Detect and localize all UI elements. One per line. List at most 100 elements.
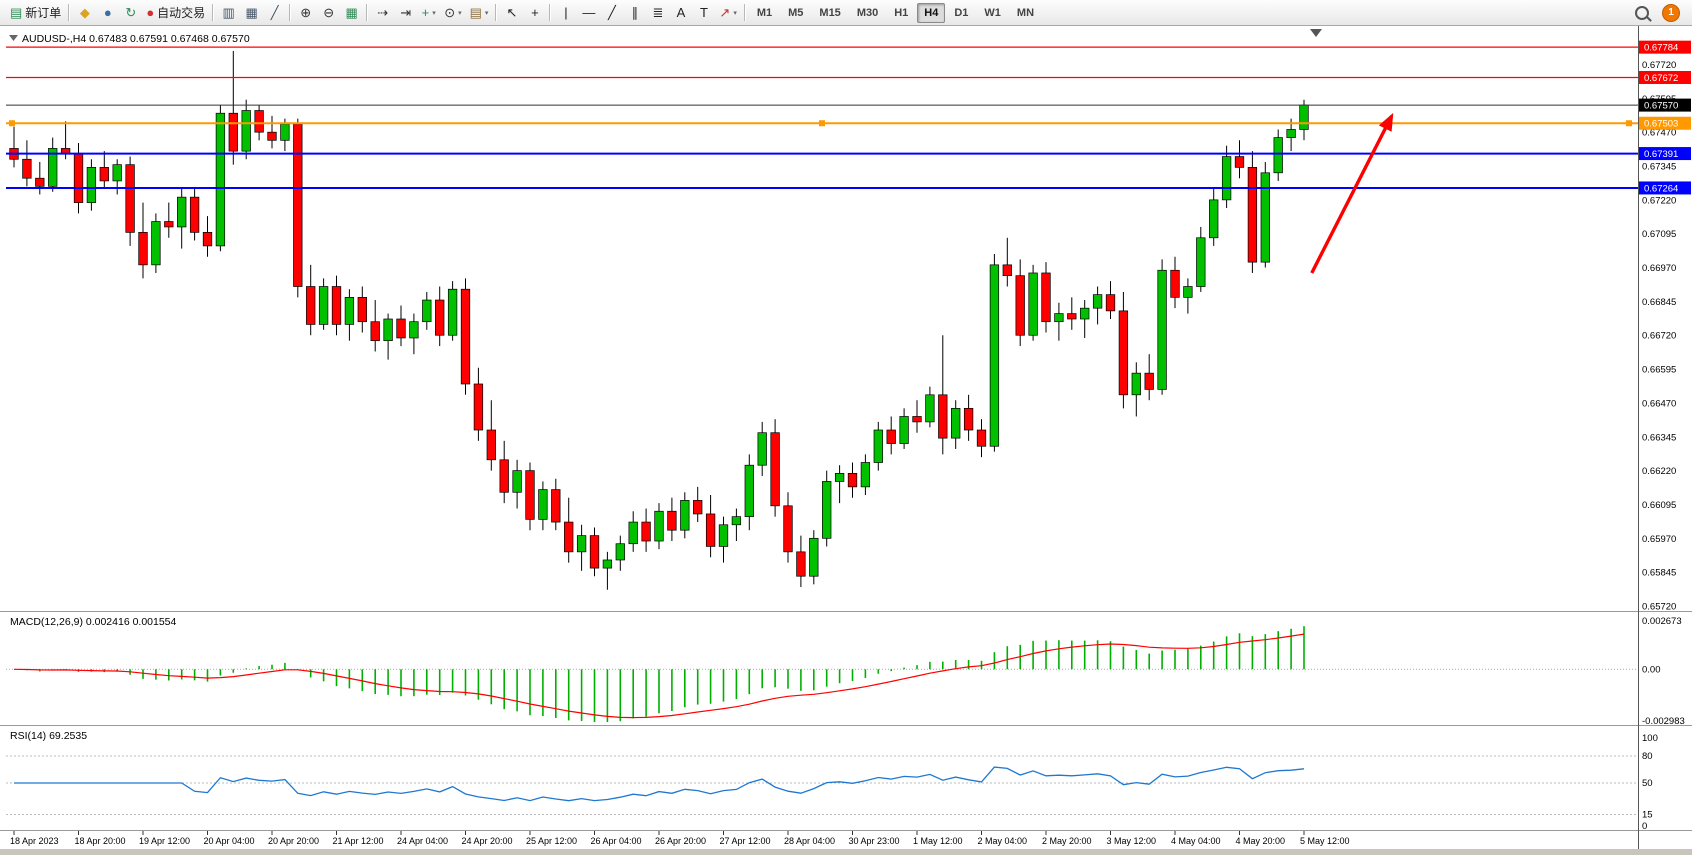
candle bbox=[1105, 281, 1116, 319]
notification-badge[interactable]: 1 bbox=[1662, 3, 1680, 22]
candle bbox=[873, 421, 883, 471]
one-click-trading-toggle[interactable] bbox=[9, 35, 18, 41]
line-chart-button[interactable]: ╱ bbox=[263, 2, 286, 23]
price-tag-0.67391: 0.67391 bbox=[1639, 147, 1691, 161]
macd-axis-tick: 0.002673 bbox=[1642, 616, 1682, 627]
candle bbox=[951, 400, 961, 449]
horizontal-line-0.67503[interactable] bbox=[6, 120, 1638, 127]
new-order-button[interactable]: ▤ 新订单 bbox=[6, 2, 65, 23]
text-button[interactable]: A bbox=[669, 2, 692, 23]
chart-window[interactable]: 0.002673 0.00 -0.002983 100 80 50 150 0.67720… bbox=[0, 26, 1692, 855]
price-tag-0.67570: 0.67570 bbox=[1639, 98, 1691, 112]
chart-shift-button[interactable]: ⇥ bbox=[394, 2, 417, 23]
candle bbox=[318, 278, 329, 330]
indicators-button[interactable]: + ▾ bbox=[417, 2, 440, 23]
horizontal-line-button[interactable]: — bbox=[577, 2, 600, 23]
svg-text:0.67503: 0.67503 bbox=[1644, 119, 1678, 130]
time-axis-label: 26 Apr 20:00 bbox=[655, 836, 706, 846]
time-axis-label: 28 Apr 04:00 bbox=[784, 836, 835, 846]
candle bbox=[963, 394, 974, 441]
candle bbox=[744, 454, 754, 531]
price-axis-tick: 0.67720 bbox=[1642, 60, 1676, 71]
price-tag-0.67784: 0.67784 bbox=[1639, 40, 1691, 54]
svg-text:0.67784: 0.67784 bbox=[1644, 43, 1678, 54]
arrows-button[interactable]: ↗ ▾ bbox=[715, 2, 740, 23]
candle bbox=[202, 216, 213, 257]
timeframe-m1-button[interactable]: M1 bbox=[750, 3, 779, 23]
candle bbox=[525, 462, 535, 531]
cursor-button[interactable]: ↖ bbox=[500, 2, 523, 23]
autotrade-button[interactable]: ● 自动交易 bbox=[142, 2, 209, 23]
candlestick-series[interactable] bbox=[9, 50, 1309, 590]
candle bbox=[1015, 259, 1025, 347]
tile-windows-button[interactable]: ▦ bbox=[340, 2, 363, 23]
periods-button[interactable]: ⊙ ▾ bbox=[440, 2, 465, 23]
price-tag-0.67264: 0.67264 bbox=[1639, 181, 1691, 195]
strategy-tester-button[interactable]: ↻ bbox=[119, 2, 142, 23]
auto-scroll-button[interactable]: ⇢ bbox=[371, 2, 394, 23]
timeframe-mn-button[interactable]: MN bbox=[1010, 3, 1041, 23]
timeframe-h1-button[interactable]: H1 bbox=[887, 3, 915, 23]
candle bbox=[125, 156, 135, 246]
chart-shift-marker[interactable] bbox=[1310, 29, 1322, 37]
search-button[interactable] bbox=[1630, 2, 1653, 23]
timeframe-m15-button[interactable]: M15 bbox=[812, 3, 847, 23]
candle bbox=[267, 115, 277, 149]
trend-arrow-annotation[interactable] bbox=[1310, 112, 1394, 274]
candle bbox=[731, 508, 742, 542]
candle bbox=[718, 516, 729, 563]
vertical-line-button[interactable]: | bbox=[554, 2, 577, 23]
candle bbox=[447, 281, 458, 341]
chart-plot-area[interactable] bbox=[0, 26, 1692, 849]
timeframe-m30-button[interactable]: M30 bbox=[850, 3, 885, 23]
price-axis-tick: 0.67220 bbox=[1642, 195, 1676, 206]
price-axis-tick: 0.66970 bbox=[1642, 263, 1676, 274]
time-axis-label: 25 Apr 12:00 bbox=[526, 836, 577, 846]
arrow-annotation[interactable] bbox=[1310, 112, 1394, 274]
time-axis-label: 21 Apr 12:00 bbox=[333, 836, 384, 846]
timeframe-buttons: M1 M5 M15 M30 H1 H4 D1 W1 MN bbox=[749, 2, 1042, 23]
candle bbox=[796, 535, 806, 588]
time-axis-label: 20 Apr 20:00 bbox=[268, 836, 319, 846]
candle bbox=[1131, 362, 1141, 417]
trendline-button[interactable]: ╱ bbox=[600, 2, 623, 23]
timeframe-m5-button[interactable]: M5 bbox=[781, 3, 810, 23]
candlestick-chart-button[interactable]: ▦ bbox=[240, 2, 263, 23]
fibonacci-button[interactable]: ≣ bbox=[646, 2, 669, 23]
candlestick-chart-icon: ▦ bbox=[245, 5, 258, 20]
crosshair-button[interactable]: + bbox=[523, 2, 546, 23]
price-axis-tick: 0.67095 bbox=[1642, 229, 1676, 240]
candle bbox=[770, 419, 780, 517]
toolbar-separator bbox=[495, 4, 498, 21]
candle bbox=[1247, 151, 1258, 273]
timeframe-d1-button[interactable]: D1 bbox=[947, 3, 975, 23]
candle bbox=[899, 408, 909, 449]
candle bbox=[35, 161, 45, 195]
text-label-icon: T bbox=[699, 5, 708, 20]
candle bbox=[383, 313, 393, 360]
timeframe-w1-button[interactable]: W1 bbox=[977, 3, 1008, 23]
candle bbox=[912, 400, 922, 433]
toolbar-separator bbox=[549, 4, 552, 21]
label-button[interactable]: T bbox=[692, 2, 715, 23]
text-icon: A bbox=[676, 5, 686, 20]
price-tag-0.67503: 0.67503 bbox=[1639, 116, 1691, 130]
bar-chart-button[interactable]: ▥ bbox=[217, 2, 240, 23]
zoom-out-button[interactable]: ⊖ bbox=[317, 2, 340, 23]
new-order-button-label: 新订单 bbox=[25, 6, 62, 20]
price-axis-tick: 0.66095 bbox=[1642, 500, 1676, 511]
timeframe-h4-button[interactable]: H4 bbox=[917, 2, 946, 23]
candle bbox=[667, 497, 677, 542]
channel-button[interactable]: ∥ bbox=[623, 2, 646, 23]
time-axis-label: 20 Apr 04:00 bbox=[204, 836, 255, 846]
time-axis[interactable]: 18 Apr 2023 18 Apr 20:00 19 Apr 12:00 20 Ap… bbox=[10, 831, 1350, 846]
price-level-lines[interactable] bbox=[6, 46, 1638, 189]
candle bbox=[164, 202, 174, 238]
market-watch-button[interactable]: ◆ bbox=[73, 2, 96, 23]
zoom-in-button[interactable]: ⊕ bbox=[294, 2, 317, 23]
profiles-button[interactable]: ● bbox=[96, 2, 119, 23]
candle bbox=[473, 367, 484, 441]
templates-button[interactable]: ▤ ▾ bbox=[466, 2, 493, 23]
macd-signal-line bbox=[13, 633, 1305, 719]
price-axis[interactable]: 0.677200.675950.674700.673450.672200.670… bbox=[1639, 40, 1691, 613]
